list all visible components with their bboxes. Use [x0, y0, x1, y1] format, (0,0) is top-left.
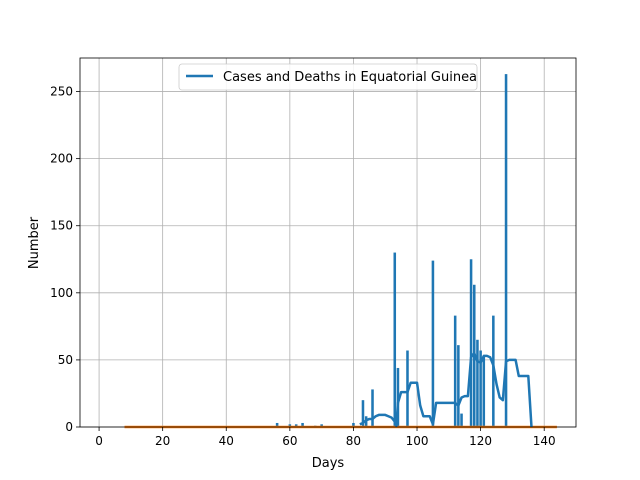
y-tick-label: 50 — [58, 353, 73, 367]
x-tick-label: 140 — [533, 434, 556, 448]
case-bar — [320, 424, 323, 427]
case-line — [359, 351, 533, 428]
y-tick-label: 100 — [50, 286, 73, 300]
x-tick-label: 0 — [95, 434, 103, 448]
case-bar — [476, 339, 479, 427]
x-tick-label: 120 — [469, 434, 492, 448]
legend-entry-cases-deaths: Cases and Deaths in Equatorial Guinea — [223, 70, 477, 85]
case-bar — [361, 400, 365, 427]
y-tick-label: 150 — [50, 219, 73, 233]
y-tick-label: 200 — [50, 152, 73, 166]
case-bar — [275, 422, 279, 427]
x-tick-label: 40 — [219, 434, 234, 448]
case-bar — [453, 315, 457, 427]
x-axis-ticks: 0 20 40 60 80 100 120 140 — [95, 427, 556, 448]
case-bar — [457, 345, 460, 427]
case-bar — [294, 424, 298, 427]
case-bar — [469, 259, 473, 427]
case-bar — [288, 424, 292, 427]
x-tick-label: 60 — [282, 434, 297, 448]
y-tick-label: 0 — [65, 420, 73, 434]
case-bar — [393, 252, 397, 427]
legend: Cases and Deaths in Equatorial Guinea — [178, 63, 478, 91]
y-axis-ticks: 0 50 100 150 200 250 — [50, 85, 80, 434]
y-axis-label: Number — [27, 216, 42, 269]
case-bar — [396, 367, 400, 427]
case-bar — [431, 260, 435, 427]
case-bar — [504, 74, 508, 428]
x-tick-label: 80 — [346, 434, 361, 448]
case-bar — [352, 422, 355, 427]
case-bar — [482, 355, 486, 427]
plot-frame — [79, 57, 577, 428]
x-axis-label: Days — [312, 456, 345, 471]
case-bar — [371, 389, 374, 427]
case-bar — [301, 422, 304, 427]
case-bar — [460, 413, 463, 427]
x-tick-label: 100 — [406, 434, 429, 448]
y-tick-label: 250 — [50, 85, 73, 99]
case-line-series — [359, 351, 533, 428]
case-bar — [479, 350, 482, 427]
legend-box — [178, 63, 478, 91]
x-tick-label: 20 — [155, 434, 170, 448]
plot-area — [80, 58, 576, 427]
